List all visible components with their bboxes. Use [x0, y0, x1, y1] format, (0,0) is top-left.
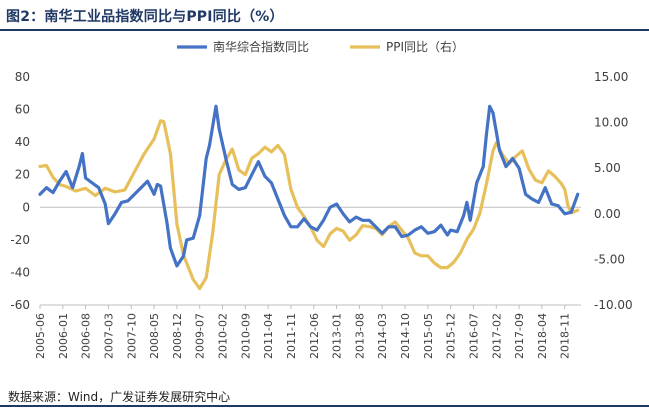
right-axis-tick-label: -10.00 — [594, 298, 633, 312]
x-axis-tick-label: 2009-07 — [194, 313, 207, 359]
left-axis-tick-label: -20 — [10, 233, 30, 247]
x-axis-tick-label: 2015-12 — [445, 313, 458, 359]
x-axis-tick-label: 2015-05 — [422, 313, 435, 359]
x-axis-tick-label: 2017-02 — [490, 313, 503, 359]
x-axis-tick-label: 2008-05 — [148, 313, 161, 359]
figure-title: 图2：南华工业品指数同比与PPI同比（%） — [6, 9, 284, 25]
x-axis-tick-label: 2011-04 — [262, 313, 275, 359]
right-axis-tick-label: 0.00 — [594, 207, 621, 221]
left-axis-tick-label: -60 — [10, 298, 30, 312]
x-axis-tick-label: 2018-11 — [559, 313, 572, 359]
x-axis-tick-label: 2007-03 — [102, 313, 115, 359]
legend-label-ppi: PPI同比（右） — [386, 39, 464, 54]
left-axis-tick-label: 80 — [15, 70, 30, 84]
x-axis-tick-label: 2013-01 — [331, 313, 344, 359]
right-axis-tick-label: 15.00 — [594, 70, 628, 84]
x-axis-tick-label: 2011-11 — [285, 313, 298, 359]
x-axis-tick-label: 2008-12 — [171, 313, 184, 359]
right-axis-tick-label: 10.00 — [594, 116, 628, 130]
x-axis-tick-label: 2010-09 — [239, 313, 252, 359]
right-axis-tick-label: -5.00 — [594, 252, 625, 266]
right-axis-tick-label: 5.00 — [594, 161, 621, 175]
figure-source: 数据来源：Wind，广发证券发展研究中心 — [8, 390, 231, 404]
title-divider — [0, 29, 649, 31]
x-axis-tick-label: 2012-06 — [308, 313, 321, 359]
bottom-divider — [0, 405, 649, 407]
legend-label-south-china: 南华综合指数同比 — [213, 39, 309, 54]
left-axis-tick-label: 60 — [15, 103, 30, 117]
left-axis-tick-label: 20 — [15, 168, 30, 182]
south-china-series-line — [38, 104, 580, 268]
x-axis-tick-label: 2016-07 — [467, 313, 480, 359]
x-axis-tick-label: 2006-08 — [80, 313, 93, 359]
x-axis-tick-label: 2005-06 — [34, 313, 47, 359]
x-axis-tick-label: 2007-10 — [125, 313, 138, 359]
x-axis-tick-label: 2006-01 — [57, 313, 70, 359]
x-axis-tick-label: 2010-02 — [217, 313, 230, 359]
figure-header: 图2：南华工业品指数同比与PPI同比（%） — [0, 0, 649, 31]
left-axis-tick-label: 0 — [22, 200, 30, 214]
x-axis-tick-label: 2014-10 — [399, 313, 412, 359]
line-chart: 80 60 40 20 0 -20 -40 -60 15.00 10.00 5.00 0.00 -5.0… — [10, 39, 633, 359]
x-axis-tick-label: 2014-03 — [376, 313, 389, 359]
x-axis-tick-label: 2018-04 — [536, 313, 549, 359]
left-axis-tick-label: -40 — [10, 265, 30, 279]
x-axis-tick-label: 2013-08 — [353, 313, 366, 359]
left-axis-tick-label: 40 — [15, 135, 30, 149]
x-axis-tick-label: 2017-09 — [513, 313, 526, 359]
